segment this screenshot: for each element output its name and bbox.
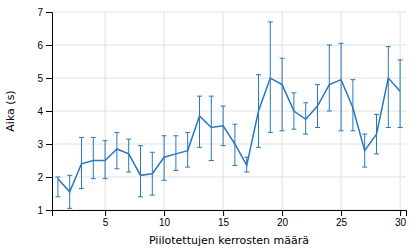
error-bar: [114, 132, 119, 168]
axis-line: [46, 13, 53, 211]
tick-mark: [46, 210, 52, 211]
tick: 7: [37, 7, 52, 18]
tick-mark: [46, 12, 52, 13]
error-bar: [91, 137, 96, 178]
error-bar: [315, 85, 320, 128]
error-bar: [244, 157, 249, 172]
tick-label: 1: [37, 205, 43, 216]
tick-label: 7: [37, 7, 43, 18]
tick: 25: [336, 210, 348, 228]
tick-mark: [46, 144, 52, 145]
tick-label: 10: [159, 217, 171, 228]
tick-mark: [400, 210, 401, 216]
error-bar: [339, 43, 344, 130]
error-bar: [232, 124, 237, 165]
x-axis: 5 10 15 20 25 30: [53, 210, 407, 228]
error-bar: [103, 141, 108, 179]
tick-label: 15: [218, 217, 230, 228]
error-bar: [79, 137, 84, 188]
tick-label: 5: [103, 217, 109, 228]
tick-mark: [223, 210, 224, 216]
tick-mark: [341, 210, 342, 216]
tick: 20: [277, 210, 289, 228]
error-bar: [67, 175, 72, 208]
error-bar: [268, 22, 273, 133]
tick-mark: [105, 210, 106, 216]
tick: 1: [37, 205, 52, 216]
axis-line: [53, 211, 407, 217]
tick: 5: [37, 73, 52, 84]
tick-label: 30: [395, 217, 407, 228]
error-bar: [197, 96, 202, 147]
data: [55, 22, 402, 208]
error-bar: [398, 60, 403, 128]
tick-label: 2: [37, 172, 43, 183]
tick-label: 6: [37, 40, 43, 51]
tick: 3: [37, 139, 52, 150]
plot: 5 10 15 20 25 30 1 2 3 4 5 6 7: [37, 7, 406, 228]
tick-mark: [46, 177, 52, 178]
tick: 2: [37, 172, 52, 183]
tick-label: 25: [336, 217, 348, 228]
tick-label: 20: [277, 217, 289, 228]
error-bar: [327, 45, 332, 111]
tick: 30: [395, 210, 407, 228]
error-bar: [185, 132, 190, 167]
tick-label: 4: [37, 106, 43, 117]
grid-line: [105, 12, 106, 210]
error-bar: [280, 58, 285, 131]
error-bar: [162, 136, 167, 181]
error-bar: [374, 114, 379, 154]
error-bar: [138, 146, 143, 197]
error-bar: [303, 103, 308, 134]
tick: 4: [37, 106, 52, 117]
error-bar: [173, 136, 178, 171]
tick: 6: [37, 40, 52, 51]
error-bar: [291, 93, 296, 129]
error-bar: [221, 106, 226, 146]
grid: [52, 12, 406, 210]
error-bar: [150, 152, 155, 195]
error-bar: [256, 75, 261, 148]
line: [58, 78, 400, 192]
error-bar: [350, 80, 355, 131]
error-bar: [55, 177, 60, 197]
y-axis-title: Aika (s): [4, 90, 17, 131]
error-bar: [386, 47, 391, 128]
tick-mark: [282, 210, 283, 216]
tick-mark: [164, 210, 165, 216]
tick-label: 3: [37, 139, 43, 150]
tick-mark: [46, 111, 52, 112]
tick: 5: [103, 210, 109, 228]
tick-mark: [46, 78, 52, 79]
x-axis-title: Piilotettujen kerrosten määrä: [149, 234, 309, 247]
y-axis: 1 2 3 4 5 6 7: [37, 7, 52, 216]
chart: 5 10 15 20 25 30 1 2 3 4 5 6 7 Piilotettujen kerroste…: [0, 0, 420, 252]
tick-mark: [46, 45, 52, 46]
tick-label: 5: [37, 73, 43, 84]
tick: 10: [159, 210, 171, 228]
error-bar: [362, 134, 367, 167]
error-bar: [126, 139, 131, 172]
error-bar: [209, 96, 214, 160]
tick: 15: [218, 210, 230, 228]
